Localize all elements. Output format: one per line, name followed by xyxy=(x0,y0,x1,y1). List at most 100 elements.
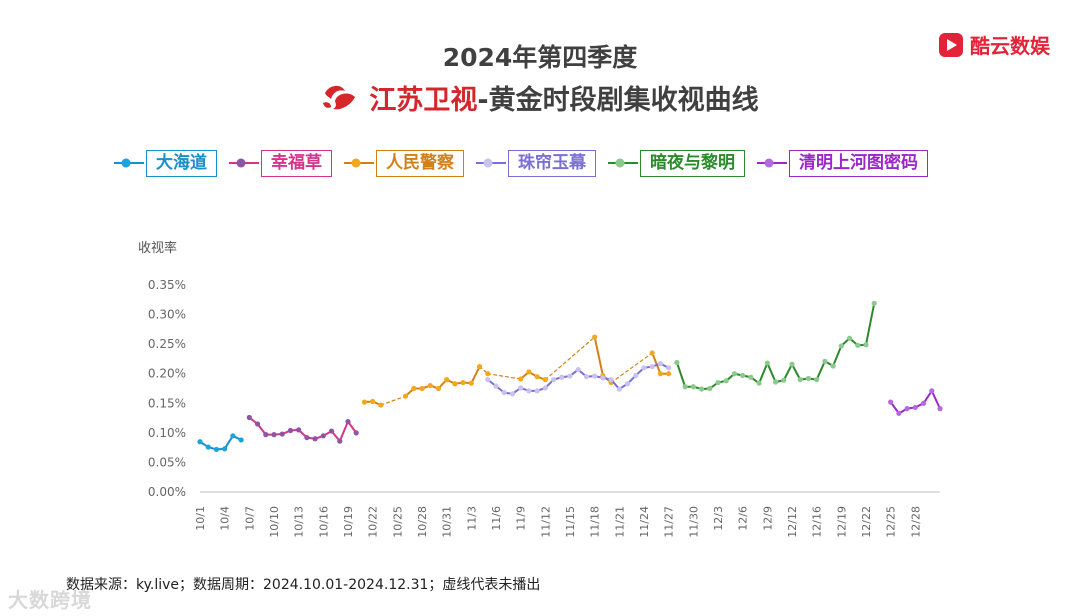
data-point xyxy=(624,381,631,387)
data-point xyxy=(822,358,828,364)
series-dashed-segment xyxy=(487,373,522,380)
legend-symbol xyxy=(344,158,374,168)
data-point xyxy=(797,377,803,383)
legend-symbol xyxy=(229,158,259,168)
x-tick-label: 11/30 xyxy=(687,506,700,538)
data-point xyxy=(666,371,672,377)
data-point xyxy=(592,334,598,340)
data-point xyxy=(444,377,450,383)
data-point xyxy=(526,369,532,375)
data-point xyxy=(493,383,499,389)
data-point xyxy=(575,366,581,373)
series-line-segment xyxy=(758,362,769,385)
data-point xyxy=(896,410,902,416)
data-point xyxy=(534,388,540,394)
data-point xyxy=(723,378,729,384)
legend-label: 幸福草 xyxy=(261,149,332,177)
x-tick-label: 11/27 xyxy=(663,506,676,538)
data-point xyxy=(320,433,326,439)
data-point xyxy=(271,432,277,438)
data-point xyxy=(304,434,310,441)
line-chart: 收视率 0.00% 0.05% 0.10% 0.15% 0.20% 0.25% 0.30% 0.… xyxy=(138,240,943,538)
chart-title-line1: 2024年第四季度 xyxy=(442,43,638,72)
legend-item: 暗夜与黎明 xyxy=(606,148,745,178)
x-tick-label: 11/18 xyxy=(589,506,602,538)
brand-play-icon xyxy=(939,32,963,57)
data-point xyxy=(345,419,351,425)
data-point xyxy=(518,385,524,391)
x-tick-label: 12/12 xyxy=(786,506,799,538)
data-point xyxy=(805,375,812,382)
series-line-segment xyxy=(470,365,481,385)
data-point xyxy=(649,364,655,370)
x-tick-label: 11/12 xyxy=(539,506,552,538)
data-point xyxy=(254,421,261,427)
series-line-segment xyxy=(593,336,604,377)
data-point xyxy=(674,359,680,366)
data-point xyxy=(690,384,696,390)
data-point xyxy=(912,404,918,411)
x-tick-label: 10/7 xyxy=(243,506,256,531)
x-tick-label: 12/22 xyxy=(860,506,873,538)
data-point xyxy=(633,372,639,379)
data-point xyxy=(789,361,795,367)
data-point xyxy=(731,371,738,377)
data-point xyxy=(279,431,285,437)
data-point xyxy=(550,377,557,383)
y-axis-label: 收视率 xyxy=(138,240,177,256)
legend-symbol xyxy=(608,158,638,168)
chart-legend: 大海道 幸福草 人民警察 珠帘玉幕 暗夜与黎明 清明上河图密码 xyxy=(112,148,928,178)
data-point xyxy=(476,364,483,370)
x-tick-label: 12/25 xyxy=(885,506,898,538)
legend-item: 幸福草 xyxy=(227,148,332,178)
data-point xyxy=(435,385,442,392)
x-tick-label: 12/9 xyxy=(761,506,774,531)
data-point xyxy=(427,382,433,389)
legend-item: 珠帘玉幕 xyxy=(474,148,596,178)
y-tick-label: 0.25% xyxy=(148,337,186,351)
data-point xyxy=(518,376,524,382)
series-dashed-segment xyxy=(380,395,407,406)
data-point xyxy=(485,371,491,377)
legend-item: 大海道 xyxy=(112,148,217,178)
data-point xyxy=(534,374,540,380)
legend-label: 人民警察 xyxy=(376,149,464,177)
series-line-segment xyxy=(782,363,793,382)
data-point xyxy=(370,398,376,405)
legend-label: 珠帘玉幕 xyxy=(508,149,596,177)
series-line-segment xyxy=(930,389,941,410)
y-tick-label: 0.15% xyxy=(148,396,186,410)
data-point xyxy=(337,438,343,444)
data-point xyxy=(328,428,335,434)
data-point xyxy=(657,361,664,367)
data-point xyxy=(460,379,466,386)
watermark: 大数跨境 xyxy=(8,588,92,612)
x-tick-label: 10/4 xyxy=(219,506,232,531)
data-point xyxy=(929,388,935,394)
y-tick-label: 0.30% xyxy=(148,308,186,322)
legend-label: 清明上河图密码 xyxy=(789,149,928,177)
data-point xyxy=(526,388,532,394)
x-tick-label: 10/22 xyxy=(367,506,380,538)
x-tick-label: 10/16 xyxy=(317,506,330,538)
brand-logo: 酷云数娱 xyxy=(938,30,1050,59)
data-point xyxy=(468,380,474,386)
data-point xyxy=(657,371,664,377)
data-point xyxy=(230,433,236,439)
data-point xyxy=(378,402,384,408)
jiangsu-tv-logo-icon xyxy=(323,85,356,110)
x-tick-label: 12/16 xyxy=(811,506,824,538)
x-tick-label: 10/19 xyxy=(342,506,355,538)
data-point xyxy=(353,430,359,436)
x-tick-label: 10/13 xyxy=(293,506,306,538)
data-point xyxy=(542,385,548,391)
data-point xyxy=(213,446,220,453)
series-line-segment xyxy=(865,302,876,346)
data-point xyxy=(246,414,252,421)
data-point xyxy=(411,385,417,392)
x-tick-label: 11/15 xyxy=(564,506,577,538)
data-point xyxy=(781,377,787,383)
data-point xyxy=(608,377,614,383)
data-point xyxy=(567,373,573,379)
y-tick-label: 0.05% xyxy=(148,455,186,469)
